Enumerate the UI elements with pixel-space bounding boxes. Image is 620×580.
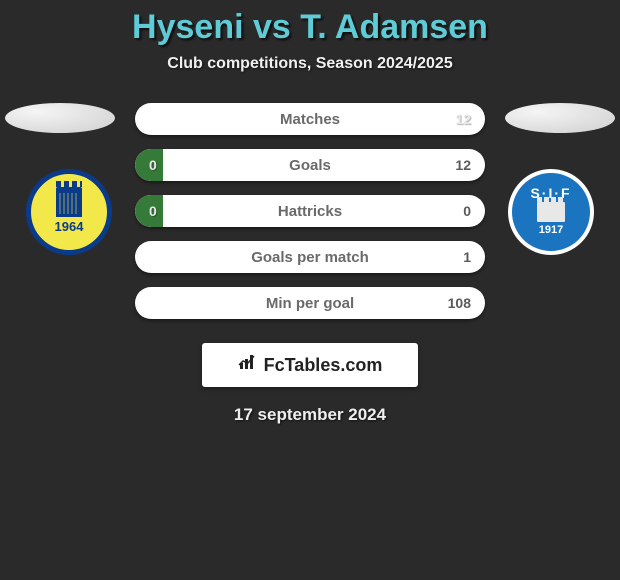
fctables-logo: FcTables.com <box>202 343 418 387</box>
stat-right-value: 12 <box>431 111 471 127</box>
stat-label: Hattricks <box>189 203 431 220</box>
comparison-area: 1964 S·I·F 1917 Matches120Goals120Hattri… <box>0 103 620 425</box>
stat-label: Goals <box>189 157 431 174</box>
stat-label: Min per goal <box>189 295 431 312</box>
stat-rows: Matches120Goals120Hattricks0Goals per ma… <box>135 103 485 319</box>
stat-row: 0Hattricks0 <box>135 195 485 227</box>
stat-right-value: 12 <box>431 157 471 173</box>
chart-icon <box>238 353 260 377</box>
left-player-oval <box>5 103 115 133</box>
stat-left-value: 0 <box>149 157 189 173</box>
left-club-badge: 1964 <box>26 169 112 255</box>
right-club-badge: S·I·F 1917 <box>508 169 594 255</box>
stat-row: Matches12 <box>135 103 485 135</box>
stat-row: 0Goals12 <box>135 149 485 181</box>
stat-label: Goals per match <box>189 249 431 266</box>
logo-text: FcTables.com <box>264 355 383 376</box>
stat-right-value: 0 <box>431 203 471 219</box>
right-player-oval <box>505 103 615 133</box>
stat-row: Goals per match1 <box>135 241 485 273</box>
stat-right-value: 1 <box>431 249 471 265</box>
stat-row: Min per goal108 <box>135 287 485 319</box>
stat-left-value: 0 <box>149 203 189 219</box>
stat-label: Matches <box>189 111 431 128</box>
stat-right-value: 108 <box>431 295 471 311</box>
tower-icon <box>56 187 82 217</box>
left-club-year: 1964 <box>55 219 84 234</box>
right-club-year: 1917 <box>539 224 563 236</box>
date-text: 17 september 2024 <box>0 405 620 425</box>
castle-icon <box>536 201 566 223</box>
subtitle: Club competitions, Season 2024/2025 <box>0 55 620 73</box>
page-title: Hyseni vs T. Adamsen <box>0 0 620 47</box>
